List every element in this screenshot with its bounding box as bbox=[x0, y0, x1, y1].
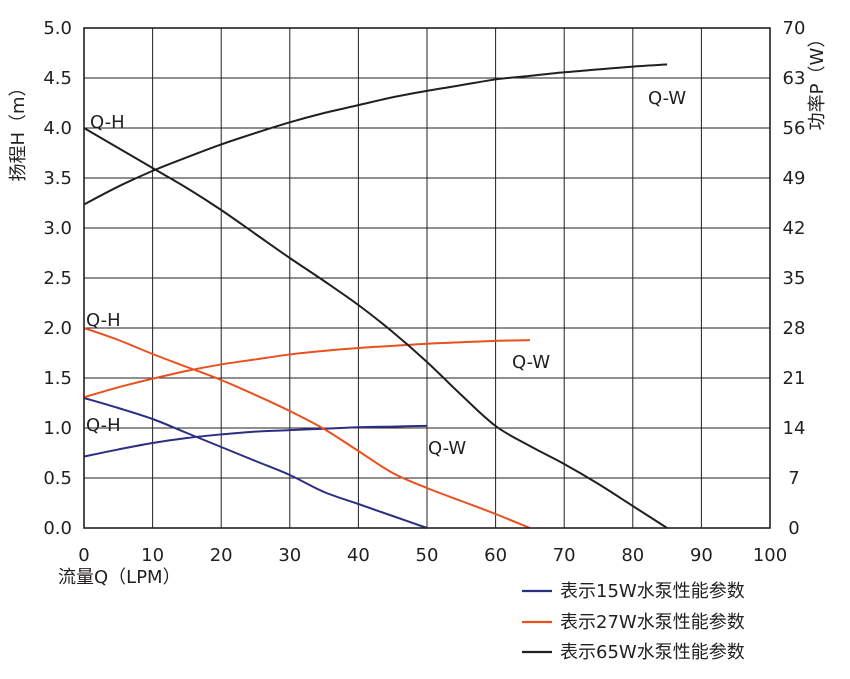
legend-entry: 表示15W水泵性能参数 bbox=[560, 581, 745, 602]
y-left-tick-label: 2.0 bbox=[43, 318, 72, 339]
curve-label-head: Q-H bbox=[86, 415, 121, 436]
y-right-tick-label: 42 bbox=[783, 218, 806, 239]
y-left-tick-label: 5.0 bbox=[43, 18, 72, 39]
x-tick-label: 60 bbox=[484, 545, 507, 566]
x-tick-label: 20 bbox=[210, 545, 233, 566]
y-left-tick-label: 1.5 bbox=[43, 368, 72, 389]
y-right-tick-label: 7 bbox=[788, 468, 799, 489]
x-axis-title: 流量Q（LPM） bbox=[58, 567, 181, 588]
x-tick-label: 70 bbox=[553, 545, 576, 566]
y-left-tick-label: 3.0 bbox=[43, 218, 72, 239]
x-tick-label: 30 bbox=[278, 545, 301, 566]
y-right-tick-label: 70 bbox=[783, 18, 806, 39]
x-tick-label: 0 bbox=[78, 545, 89, 566]
curves bbox=[83, 63, 668, 529]
x-tick-label: 80 bbox=[621, 545, 644, 566]
y-left-tick-label: 3.5 bbox=[43, 168, 72, 189]
curve-label-head: Q-H bbox=[86, 310, 121, 331]
curve-labels: Q-H Q-W Q-H Q-W Q-H Q-W bbox=[86, 88, 686, 459]
series-line-power bbox=[83, 339, 530, 399]
curve-label-power: Q-W bbox=[428, 438, 466, 459]
y-right-tick-label: 21 bbox=[783, 368, 806, 389]
curve-label-power: Q-W bbox=[512, 352, 550, 373]
y-right-axis-title: 功率P（W） bbox=[807, 30, 828, 131]
curve-label-head: Q-H bbox=[90, 112, 125, 133]
y-right-tick-label: 35 bbox=[783, 268, 806, 289]
curve-label-power: Q-W bbox=[648, 88, 686, 109]
legend-entry: 表示27W水泵性能参数 bbox=[560, 612, 745, 633]
y-left-tick-label: 4.0 bbox=[43, 118, 72, 139]
series-line-head bbox=[83, 397, 428, 529]
y-left-tick-label: 0.0 bbox=[43, 518, 72, 539]
y-right-tick-label: 0 bbox=[788, 518, 799, 539]
grid bbox=[84, 28, 770, 528]
y-left-tick-label: 2.5 bbox=[43, 268, 72, 289]
y-right-tick-label: 49 bbox=[783, 168, 806, 189]
y-right-tick-label: 63 bbox=[783, 68, 806, 89]
y-left-tick-label: 0.5 bbox=[43, 468, 72, 489]
series-line-head bbox=[83, 127, 668, 529]
x-tick-label: 40 bbox=[347, 545, 370, 566]
series-line-head bbox=[83, 327, 531, 529]
y-left-axis-title: 扬程H（m） bbox=[8, 78, 29, 181]
x-tick-label: 90 bbox=[690, 545, 713, 566]
plot-frame bbox=[83, 27, 771, 529]
tick-labels: 0 10 20 30 40 50 60 70 80 90 1000.00.51.01.52.02.5… bbox=[43, 18, 805, 566]
x-tick-label: 50 bbox=[416, 545, 439, 566]
series-line-power bbox=[83, 424, 428, 458]
x-tick-label: 100 bbox=[753, 545, 787, 566]
x-tick-label: 10 bbox=[141, 545, 164, 566]
y-right-tick-label: 56 bbox=[783, 118, 806, 139]
y-right-tick-label: 28 bbox=[783, 318, 806, 339]
y-left-tick-label: 4.5 bbox=[43, 68, 72, 89]
legend-entry: 表示65W水泵性能参数 bbox=[560, 642, 745, 663]
y-left-tick-label: 1.0 bbox=[43, 418, 72, 439]
y-right-tick-label: 14 bbox=[783, 418, 806, 439]
series-line-power bbox=[83, 63, 668, 206]
